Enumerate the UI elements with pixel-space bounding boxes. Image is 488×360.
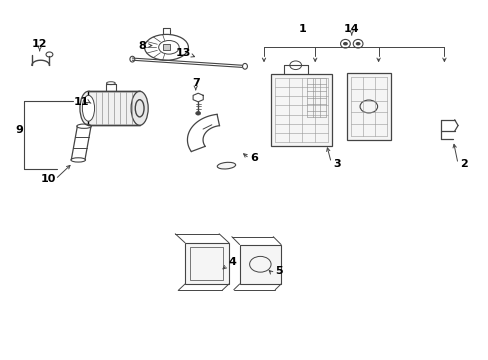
Ellipse shape <box>80 91 97 125</box>
Text: 8: 8 <box>138 41 146 50</box>
Circle shape <box>342 42 347 45</box>
FancyBboxPatch shape <box>302 75 330 121</box>
Text: 5: 5 <box>274 266 282 276</box>
Bar <box>271 74 331 146</box>
Bar <box>184 243 228 284</box>
Ellipse shape <box>131 91 148 125</box>
Circle shape <box>355 42 360 45</box>
Text: 13: 13 <box>176 48 191 58</box>
Text: 10: 10 <box>41 174 56 184</box>
Text: 4: 4 <box>228 257 236 267</box>
Text: 12: 12 <box>32 39 47 49</box>
Ellipse shape <box>217 162 235 169</box>
FancyBboxPatch shape <box>162 44 170 50</box>
Ellipse shape <box>82 95 94 121</box>
Text: 2: 2 <box>459 159 467 169</box>
Text: 11: 11 <box>73 97 89 107</box>
FancyBboxPatch shape <box>88 91 140 125</box>
Text: 9: 9 <box>15 125 23 135</box>
Text: 14: 14 <box>343 24 359 35</box>
Text: 3: 3 <box>333 159 340 169</box>
Text: 7: 7 <box>191 78 199 88</box>
Bar <box>239 244 281 284</box>
Text: 1: 1 <box>299 24 306 35</box>
Circle shape <box>195 112 200 115</box>
Bar <box>346 73 390 140</box>
Text: 6: 6 <box>250 153 258 163</box>
Bar <box>189 247 223 280</box>
